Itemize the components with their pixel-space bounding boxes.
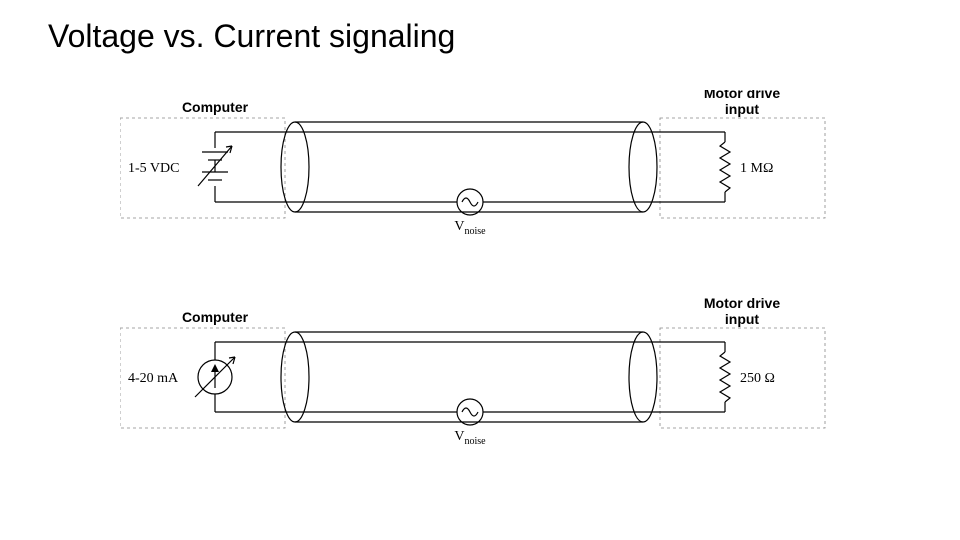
slide-title: Voltage vs. Current signaling	[48, 18, 455, 55]
current-source-icon	[195, 357, 235, 397]
motor-drive-label-2: input	[725, 311, 760, 327]
motor-drive-label-1: Motor drive	[704, 90, 780, 101]
voltage-circuit: Computer Motor drive input 1-5 VDC 1 MΩ	[120, 90, 825, 237]
current-source-label: 4-20 mA	[128, 371, 179, 386]
computer-label: Computer	[182, 99, 249, 115]
cable-shield	[281, 332, 657, 422]
noise-sine	[462, 198, 478, 206]
noise-label: Vnoise	[454, 219, 486, 237]
cable-shield	[281, 122, 657, 212]
voltage-source-label: 1-5 VDC	[128, 161, 179, 176]
noise-label: Vnoise	[454, 429, 486, 447]
noise-sine	[462, 408, 478, 416]
load-label: 250 Ω	[740, 371, 775, 386]
motor-drive-label-2: input	[725, 101, 760, 117]
load-label: 1 MΩ	[740, 161, 773, 176]
diagram-area: Computer Motor drive input 1-5 VDC 1 MΩ	[120, 90, 840, 510]
load-resistor-icon	[720, 142, 730, 192]
voltage-source-icon	[198, 146, 232, 186]
circuits-svg: Computer Motor drive input 1-5 VDC 1 MΩ	[120, 90, 840, 510]
current-circuit: Computer Motor drive input 4-20 mA 250 Ω…	[120, 295, 825, 447]
computer-label: Computer	[182, 309, 249, 325]
motor-drive-label-1: Motor drive	[704, 295, 780, 311]
load-resistor-icon	[720, 352, 730, 402]
